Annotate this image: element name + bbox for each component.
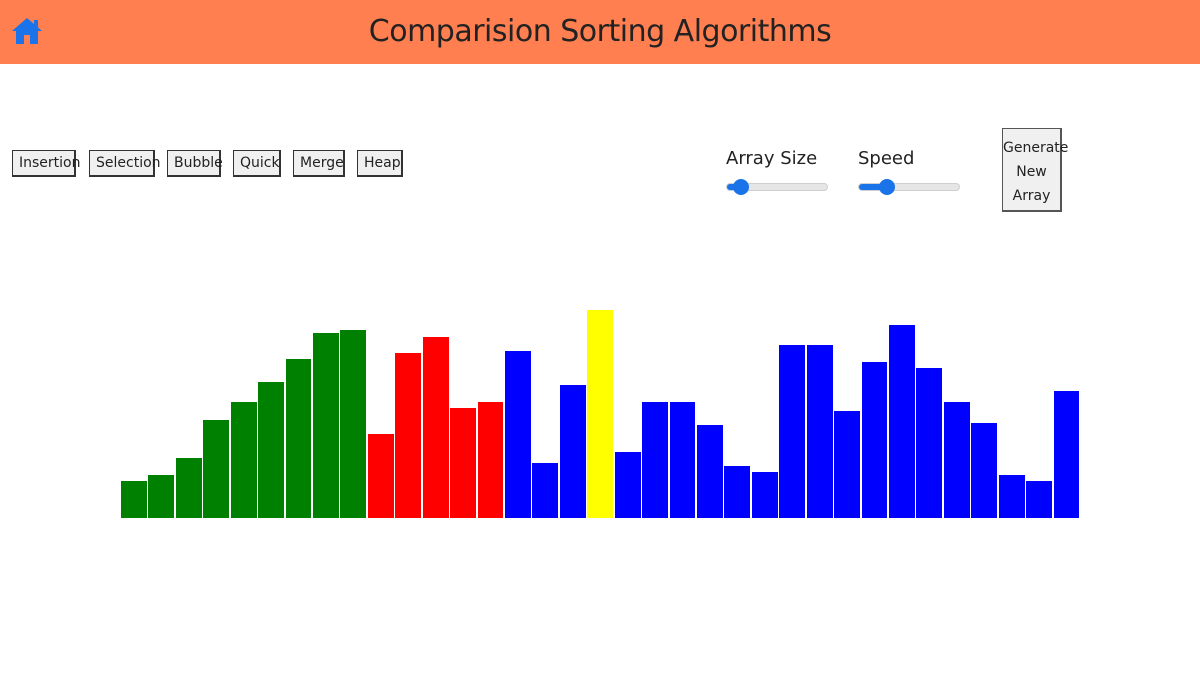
array-bar: [340, 330, 367, 518]
array-bar: [1053, 391, 1080, 518]
speed-track: [858, 183, 960, 191]
array-bar: [258, 382, 285, 518]
header-bar: Comparision Sorting Algorithms: [0, 0, 1200, 64]
array-bar: [203, 420, 230, 518]
speed-slider[interactable]: [858, 179, 960, 195]
array-bar: [642, 402, 669, 518]
array-bar: [779, 345, 806, 518]
speed-label: Speed: [858, 148, 915, 169]
array-bar: [477, 402, 504, 518]
array-bar: [148, 475, 175, 518]
bubble-button[interactable]: Bubble: [167, 150, 223, 177]
array-size-slider[interactable]: [726, 179, 828, 195]
array-bar: [806, 345, 833, 518]
speed-fill: [859, 184, 888, 190]
quick-button[interactable]: Quick: [233, 150, 281, 177]
array-bar: [889, 325, 915, 518]
array-bar: [230, 402, 257, 518]
generate-label-line2: New: [1016, 164, 1047, 180]
insertion-button[interactable]: Insertion: [12, 150, 80, 177]
array-bar: [669, 402, 696, 518]
array-bar: [505, 351, 531, 518]
home-button[interactable]: [10, 14, 44, 48]
selection-button[interactable]: Selection: [89, 150, 161, 177]
page-title: Comparision Sorting Algorithms: [368, 14, 832, 49]
array-bar: [1026, 481, 1053, 518]
array-size-thumb[interactable]: [733, 179, 750, 195]
array-bar: [916, 368, 943, 518]
array-bar: [998, 475, 1025, 518]
array-bar: [395, 353, 422, 518]
home-icon: [12, 18, 42, 44]
array-bar: [751, 472, 778, 518]
generate-label-line3: Array: [1012, 188, 1051, 204]
array-bar: [587, 310, 614, 518]
array-size-label: Array Size: [726, 148, 818, 169]
array-bar: [285, 359, 312, 518]
array-bar: [614, 452, 641, 518]
array-bar: [422, 337, 449, 518]
array-bar: [532, 463, 559, 518]
array-bar: [367, 434, 394, 518]
heap-button[interactable]: Heap: [357, 150, 403, 177]
array-bar: [121, 481, 147, 518]
array-bar: [861, 362, 888, 518]
array-bar: [175, 458, 202, 518]
array-bar: [313, 333, 339, 518]
generate-label-line1: Generate: [1003, 140, 1069, 156]
sorting-bars-chart: [121, 300, 1081, 518]
generate-new-array-button[interactable]: Generate New Array: [1002, 128, 1069, 212]
array-bar: [834, 411, 861, 518]
speed-thumb[interactable]: [878, 179, 895, 195]
array-bar: [450, 408, 477, 518]
array-bar: [559, 385, 586, 518]
array-bar: [971, 423, 998, 518]
array-bar: [943, 402, 970, 518]
array-bar: [724, 466, 751, 518]
merge-button[interactable]: Merge: [293, 150, 345, 177]
array-bar: [697, 425, 723, 518]
